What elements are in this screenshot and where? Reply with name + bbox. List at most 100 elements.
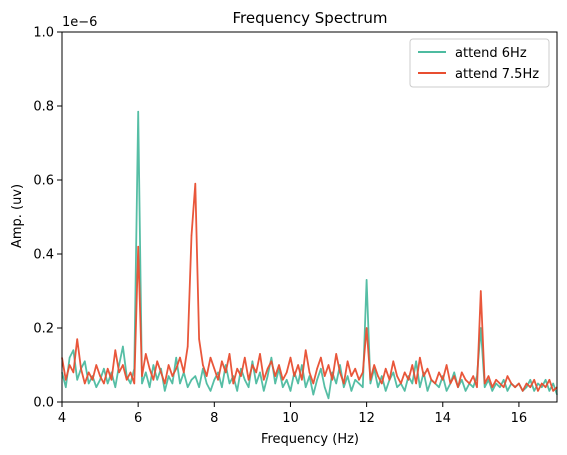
- data-point-s1-40: [213, 368, 215, 370]
- legend-label-attend-7-5hz: attend 7.5Hz: [455, 67, 539, 82]
- y-tick-label: 0.6: [33, 174, 54, 189]
- data-point-s1-19: [133, 382, 135, 385]
- data-point-s0-113: [491, 390, 493, 392]
- data-point-s1-4: [76, 338, 78, 340]
- data-point-s0-84: [381, 375, 383, 377]
- x-tick-label: 4: [58, 411, 66, 426]
- data-point-s0-43: [225, 364, 227, 366]
- data-point-s1-120: [518, 382, 520, 385]
- data-point-s0-44: [228, 382, 231, 385]
- data-point-s0-50: [251, 360, 253, 362]
- data-point-s1-70: [327, 364, 330, 366]
- data-point-s1-106: [465, 379, 467, 381]
- data-point-s1-44: [228, 353, 231, 355]
- data-point-s1-41: [217, 379, 219, 381]
- data-point-s1-73: [339, 371, 341, 373]
- data-point-s1-18: [129, 371, 132, 373]
- data-point-s1-108: [472, 375, 474, 377]
- data-point-s1-65: [308, 371, 311, 373]
- data-point-s0-38: [206, 382, 208, 385]
- data-point-s0-23: [149, 386, 151, 388]
- data-point-s1-71: [331, 379, 333, 381]
- data-point-s1-107: [468, 382, 470, 385]
- data-point-s0-90: [404, 390, 406, 392]
- data-point-s1-29: [171, 375, 173, 377]
- legend: attend 6Hz attend 7.5Hz: [409, 38, 550, 88]
- data-point-s1-124: [533, 379, 535, 381]
- data-point-s0-27: [164, 390, 166, 392]
- data-point-s1-109: [476, 386, 478, 388]
- data-point-s0-1: [65, 386, 67, 388]
- data-point-s0-39: [209, 390, 212, 392]
- data-point-s0-24: [152, 364, 154, 366]
- data-point-s0-101: [446, 390, 448, 392]
- data-point-s0-115: [499, 386, 501, 388]
- data-point-s1-42: [221, 360, 223, 362]
- y-tick-label: 0.0: [33, 396, 54, 411]
- data-point-s0-129: [552, 382, 554, 385]
- data-point-s1-11: [103, 382, 105, 385]
- data-point-s0-83: [377, 386, 379, 388]
- data-point-s0-116: [503, 379, 505, 381]
- y-tick-label: 0.8: [33, 100, 54, 115]
- data-point-s0-3: [72, 349, 74, 351]
- data-point-s1-125: [537, 390, 539, 392]
- data-point-s0-70: [327, 397, 330, 399]
- data-point-s0-78: [358, 382, 360, 385]
- data-point-s1-47: [240, 375, 242, 377]
- data-point-s1-112: [487, 375, 490, 377]
- data-point-s0-77: [354, 379, 356, 381]
- data-point-s0-28: [168, 375, 170, 377]
- data-point-s1-8: [91, 379, 94, 381]
- data-point-s0-125: [537, 382, 539, 385]
- legend-label-attend-6hz: attend 6Hz: [455, 46, 527, 61]
- y-tick-label: 0.2: [33, 322, 54, 337]
- data-point-s0-18: [129, 382, 132, 385]
- data-point-s0-79: [362, 386, 364, 388]
- data-point-s1-115: [499, 382, 501, 385]
- data-point-s0-22: [145, 371, 147, 373]
- data-point-s1-16: [122, 364, 124, 366]
- data-point-s0-60: [289, 390, 292, 392]
- data-point-s1-24: [152, 379, 154, 381]
- data-point-s1-105: [461, 371, 463, 373]
- data-point-s1-17: [126, 379, 128, 381]
- data-point-s0-93: [415, 360, 417, 362]
- data-point-s1-127: [545, 386, 547, 388]
- plot-frame: [61, 31, 558, 403]
- data-point-s0-51: [255, 382, 257, 385]
- data-point-s1-3: [72, 371, 74, 373]
- data-point-s1-21: [141, 375, 143, 377]
- x-tick-label: 12: [358, 411, 375, 426]
- data-point-s0-73: [339, 364, 341, 366]
- data-point-s1-86: [388, 379, 391, 381]
- data-point-s1-104: [457, 386, 459, 388]
- data-point-s1-97: [430, 379, 432, 381]
- data-point-s1-23: [149, 368, 151, 370]
- data-point-s0-117: [506, 390, 509, 392]
- data-point-s1-117: [506, 375, 509, 377]
- data-point-s0-63: [301, 364, 303, 366]
- data-point-s0-74: [343, 386, 345, 388]
- data-point-s1-35: [194, 183, 196, 185]
- data-point-s1-64: [305, 349, 307, 351]
- data-point-s1-61: [293, 375, 295, 377]
- data-point-s0-36: [198, 386, 200, 388]
- data-point-s0-80: [366, 279, 368, 281]
- data-point-s1-122: [525, 382, 528, 385]
- data-point-s0-67: [316, 379, 318, 381]
- data-point-s0-81: [369, 382, 371, 385]
- data-point-s1-93: [415, 382, 417, 385]
- y-axis-label: Amp. (uv): [10, 184, 25, 248]
- data-point-s0-96: [426, 390, 429, 392]
- data-point-s0-85: [385, 390, 387, 392]
- data-point-s0-40: [213, 379, 215, 381]
- data-point-s1-30: [175, 368, 177, 370]
- data-point-s1-87: [392, 360, 394, 362]
- data-point-s1-43: [225, 371, 227, 373]
- data-point-s1-66: [312, 382, 314, 385]
- data-point-s1-12: [107, 368, 109, 370]
- data-point-s1-68: [320, 357, 322, 359]
- data-point-s0-76: [350, 390, 352, 392]
- data-point-s0-25: [156, 379, 158, 381]
